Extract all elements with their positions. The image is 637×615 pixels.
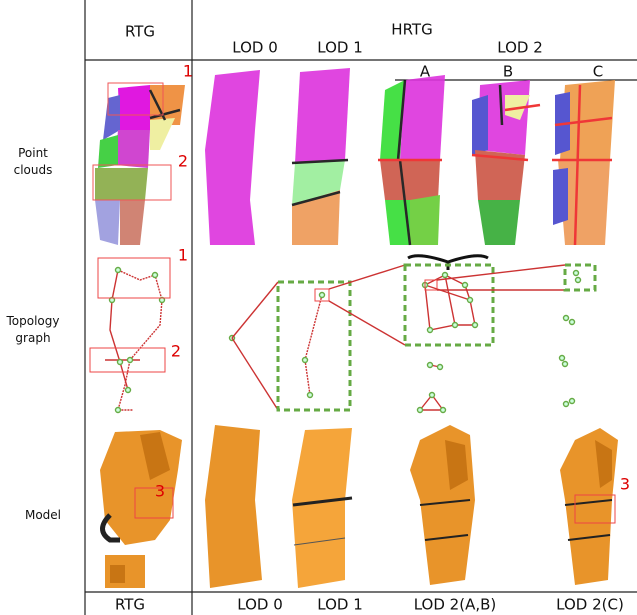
label: LOD 1: [317, 596, 363, 614]
shape: [570, 399, 575, 404]
shape: [110, 565, 125, 583]
shape: [305, 295, 322, 360]
shape: [295, 68, 350, 163]
shape: [95, 168, 148, 200]
figure: RTG HRTG LOD 0 LOD 1 LOD 2 A B C 1 2 1 2…: [0, 0, 637, 615]
shape: [118, 270, 162, 410]
shape: [570, 320, 575, 325]
label: 1: [178, 246, 188, 265]
shape: [305, 360, 310, 395]
label: A: [420, 63, 431, 81]
shape: [553, 168, 568, 225]
shape: [438, 365, 443, 370]
shape: [576, 278, 581, 283]
row-label: Point clouds: [5, 145, 61, 179]
shape: [472, 95, 488, 155]
shape: [445, 275, 455, 325]
models: [100, 425, 618, 588]
label: LOD 2(A,B): [414, 596, 497, 614]
point-clouds: [93, 68, 615, 245]
shape: [232, 282, 278, 338]
label: 2: [178, 152, 188, 171]
shape: [428, 328, 433, 333]
shape: [380, 160, 440, 200]
shape: [128, 358, 133, 363]
shape: [408, 256, 488, 270]
shape: [560, 356, 565, 361]
shape: [428, 363, 433, 368]
shape: [564, 316, 569, 321]
shape: [308, 393, 313, 398]
shape: [473, 323, 478, 328]
figure-canvas: RTG HRTG LOD 0 LOD 1 LOD 2 A B C 1 2 1 2…: [0, 0, 637, 615]
shape: [565, 265, 595, 290]
shape: [430, 393, 435, 398]
label: HRTG: [391, 21, 432, 39]
shape: [441, 408, 446, 413]
shape: [292, 428, 352, 588]
shape: [463, 283, 468, 288]
shape: [574, 271, 579, 276]
shape: [443, 273, 448, 278]
label: B: [503, 63, 513, 81]
shape: [320, 293, 325, 298]
shape: [118, 85, 150, 130]
label: 2: [171, 342, 181, 361]
shape: [418, 408, 423, 413]
topology-graphs: [90, 256, 595, 413]
row-label: Topology graph: [0, 313, 66, 347]
shape: [120, 200, 145, 245]
shape: [410, 195, 440, 245]
shape: [232, 338, 278, 410]
label: C: [593, 63, 603, 81]
shape: [205, 70, 260, 245]
shape: [478, 200, 520, 245]
label: LOD 2: [497, 39, 543, 57]
label: 3: [620, 475, 630, 494]
shape: [205, 425, 262, 588]
shape: [453, 323, 458, 328]
label: RTG: [115, 596, 145, 614]
label: 1: [183, 62, 193, 81]
label: 3: [155, 482, 165, 501]
shape: [303, 358, 308, 363]
shape: [95, 200, 120, 245]
shape: [98, 135, 118, 168]
shape: [153, 273, 158, 278]
shape: [563, 362, 568, 367]
shape: [115, 130, 150, 168]
shape: [278, 282, 350, 410]
shape: [564, 402, 569, 407]
shape: [118, 360, 123, 365]
shape: [126, 388, 131, 393]
shape: [329, 265, 405, 289]
label: LOD 1: [317, 39, 363, 57]
shape: [150, 118, 175, 150]
label: LOD 0: [232, 39, 278, 57]
row-label: Model: [5, 507, 81, 524]
label: RTG: [125, 23, 155, 41]
shape: [400, 75, 445, 160]
shape: [437, 265, 565, 280]
shape: [468, 298, 473, 303]
shape: [116, 408, 121, 413]
shape: [103, 95, 120, 140]
label: LOD 0: [237, 596, 283, 614]
label: LOD 2(C): [556, 596, 624, 614]
shape: [329, 301, 405, 345]
shape: [116, 268, 121, 273]
